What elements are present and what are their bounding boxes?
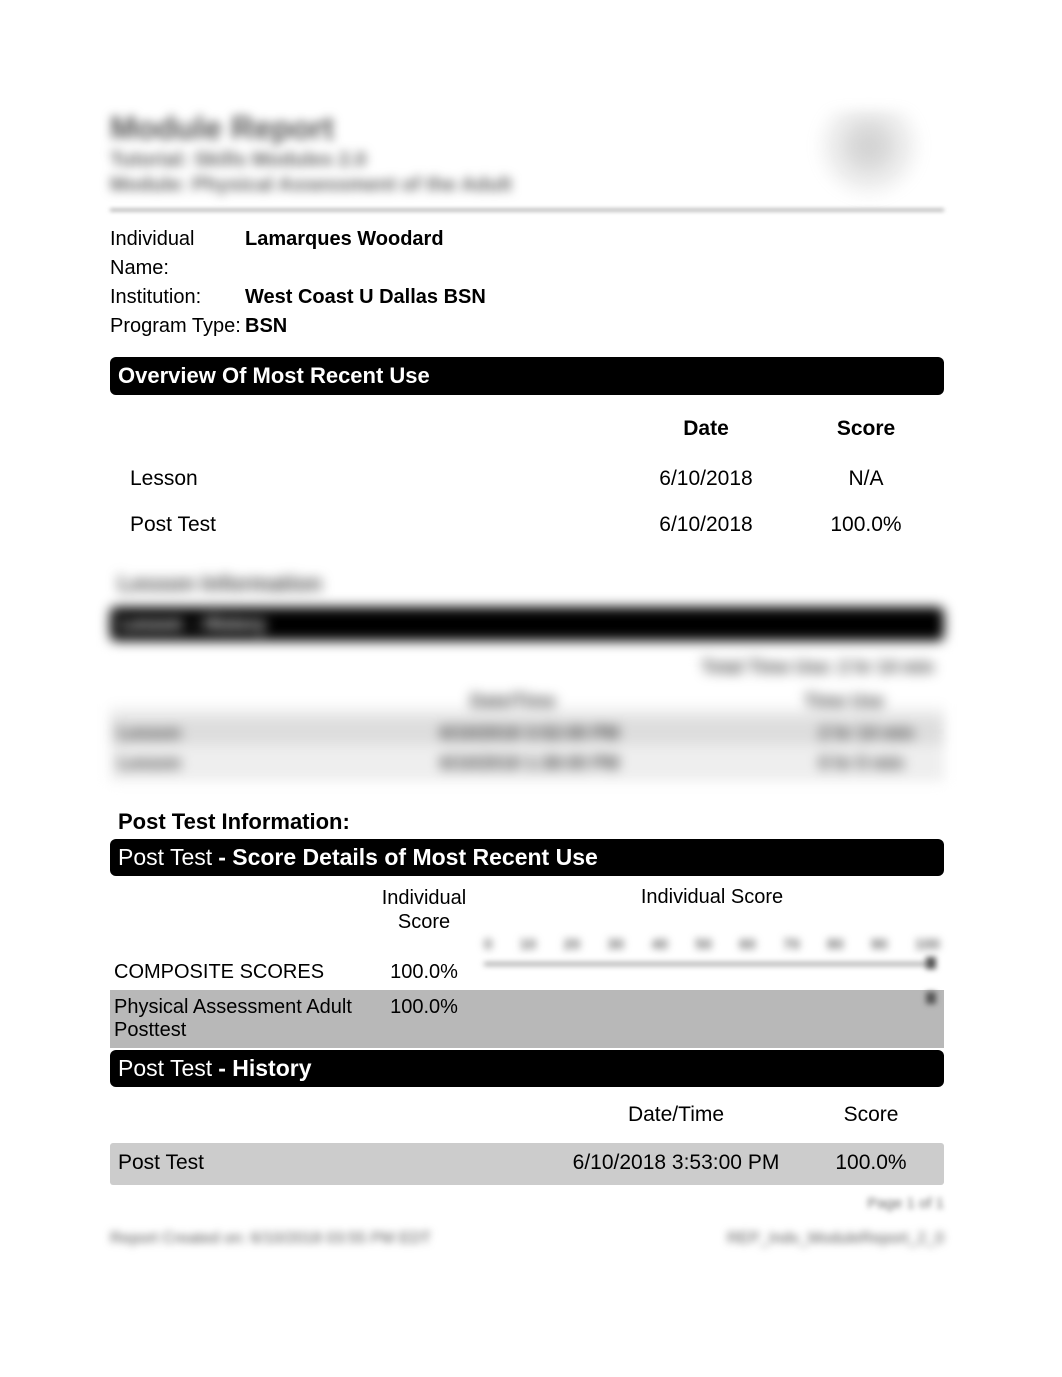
score-header-row: Individual Score Individual Score [110, 876, 944, 936]
score-row-composite: COMPOSITE SCORES 100.0% [110, 955, 944, 990]
score-header-bar: Individual Score [484, 886, 940, 909]
overview-row: Post Test 6/10/2018 100.0% [110, 505, 944, 551]
scale-tick: 90 [871, 936, 888, 953]
institution-label: Institution: [110, 283, 245, 312]
score-bar-line [484, 963, 931, 965]
score-header-individual: Individual Score [364, 886, 484, 934]
score-row-label: Physical Assessment Adult Posttest [114, 996, 364, 1042]
info-row-program: Program Type: BSN [110, 312, 944, 341]
institution-value: West Coast U Dallas BSN [245, 283, 486, 312]
overview-row-date: 6/10/2018 [616, 467, 796, 491]
score-row-pct: 100.0% [364, 996, 484, 1019]
history-header-datetime: Date/Time [546, 1103, 806, 1127]
score-bar-area [484, 961, 940, 965]
score-bar-area [484, 996, 940, 998]
report-title: Module Report [110, 110, 512, 147]
scale-tick: 80 [827, 936, 844, 953]
lesson-row2-use: 0 hr 0 min [819, 753, 904, 774]
scale-tick: 100 [915, 936, 940, 953]
overview-header-empty [118, 417, 616, 441]
scale-tick: 60 [739, 936, 756, 953]
report-subtitle-1: Tutorial: Skills Modules 2.0 [110, 149, 512, 172]
footer-left: Report Created on: 6/10/2018 03:55 PM ED… [110, 1230, 431, 1248]
overview-row-date: 6/10/2018 [616, 513, 796, 537]
report-subtitle-2: Module: Physical Assessment of the Adult [110, 174, 512, 197]
lesson-body: Total Time Use: 2 hr 14 min Date/Time Ti… [110, 651, 944, 781]
header-row: Module Report Tutorial: Skills Modules 2… [110, 110, 944, 205]
history-row-score: 100.0% [806, 1151, 936, 1175]
history-header-score: Score [806, 1103, 936, 1127]
history-row-datetime: 6/10/2018 3:53:00 PM [546, 1151, 806, 1175]
lesson-row1-use: 2 hr 14 min [819, 723, 914, 744]
posttest-bar-first: Post Test [118, 844, 212, 871]
footer-row: Report Created on: 6/10/2018 03:55 PM ED… [110, 1230, 944, 1248]
overview-header-score: Score [796, 417, 936, 441]
history-title-bar: Post Test - History [110, 1050, 944, 1087]
posttest-title-bar: Post Test - Score Details of Most Recent… [110, 839, 944, 876]
score-marker-icon [926, 992, 936, 1004]
report-page: Module Report Tutorial: Skills Modules 2… [0, 0, 1062, 1308]
logo-image [794, 110, 944, 200]
overview-table: Date Score Lesson 6/10/2018 N/A Post Tes… [110, 399, 944, 551]
scale-tick: 30 [607, 936, 624, 953]
lesson-row2-label: Lesson [118, 753, 181, 774]
scale-tick: 50 [695, 936, 712, 953]
individual-info: Individual Name: Lamarques Woodard Insti… [110, 225, 944, 341]
name-label: Individual Name: [110, 225, 245, 283]
scale-numbers: 0 10 20 30 40 50 60 70 80 90 100 [484, 936, 940, 953]
score-marker-icon [926, 957, 936, 969]
program-value: BSN [245, 312, 287, 341]
overview-title-bar: Overview Of Most Recent Use [110, 357, 944, 395]
page-number: Page 1 of 1 [110, 1195, 944, 1212]
history-header-row: Date/Time Score [110, 1087, 944, 1143]
overview-row-label: Lesson [118, 467, 616, 491]
history-header-empty [118, 1103, 546, 1127]
lesson-bar-right: - History [193, 614, 266, 635]
scale-tick: 40 [651, 936, 668, 953]
lesson-row1-label: Lesson [118, 723, 181, 744]
lesson-pre-title: Lesson Information [110, 567, 944, 601]
overview-row-score: 100.0% [796, 513, 936, 537]
score-scale: 0 10 20 30 40 50 60 70 80 90 100 [110, 936, 944, 955]
scale-tick: 70 [783, 936, 800, 953]
posttest-pre-title: Post Test Information: [110, 807, 944, 839]
info-row-institution: Institution: West Coast U Dallas BSN [110, 283, 944, 312]
lesson-title-bar: Lesson - History [110, 607, 944, 641]
history-bar-first: Post Test [118, 1055, 212, 1082]
scale-tick: 20 [564, 936, 581, 953]
footer-right: REP_Indv_ModuleReport_2_0 [727, 1230, 944, 1248]
report-header-blur: Module Report Tutorial: Skills Modules 2… [110, 110, 512, 197]
overview-row: Lesson 6/10/2018 N/A [110, 459, 944, 505]
overview-row-label: Post Test [118, 513, 616, 537]
scale-tick: 10 [520, 936, 537, 953]
lesson-col-use: Time Use [804, 691, 884, 712]
lesson-col-date: Date/Time [470, 691, 556, 712]
header-divider [110, 209, 944, 211]
lesson-row1-date: 6/10/2018 3:52:00 PM [440, 723, 619, 744]
score-row-assessment: Physical Assessment Adult Posttest 100.0… [110, 990, 944, 1048]
overview-row-score: N/A [796, 467, 936, 491]
scale-tick: 0 [484, 936, 492, 953]
overview-section: Overview Of Most Recent Use [110, 357, 944, 395]
lesson-row2-date: 6/10/2018 1:38:00 PM [440, 753, 619, 774]
name-value: Lamarques Woodard [245, 225, 444, 283]
lesson-section-blurred: Lesson Information Lesson - History Tota… [110, 567, 944, 781]
program-label: Program Type: [110, 312, 245, 341]
history-row-label: Post Test [118, 1151, 546, 1175]
info-row-name: Individual Name: Lamarques Woodard [110, 225, 944, 283]
lesson-total-time: Total Time Use: 2 hr 14 min [702, 657, 934, 678]
history-row: Post Test 6/10/2018 3:53:00 PM 100.0% [110, 1143, 944, 1185]
overview-header-row: Date Score [110, 399, 944, 459]
lesson-bar-left: Lesson [120, 614, 183, 635]
score-row-label: COMPOSITE SCORES [114, 961, 364, 984]
posttest-bar-rest: - Score Details of Most Recent Use [218, 844, 598, 871]
history-bar-rest: - History [218, 1055, 311, 1082]
overview-header-date: Date [616, 417, 796, 441]
score-row-pct: 100.0% [364, 961, 484, 984]
